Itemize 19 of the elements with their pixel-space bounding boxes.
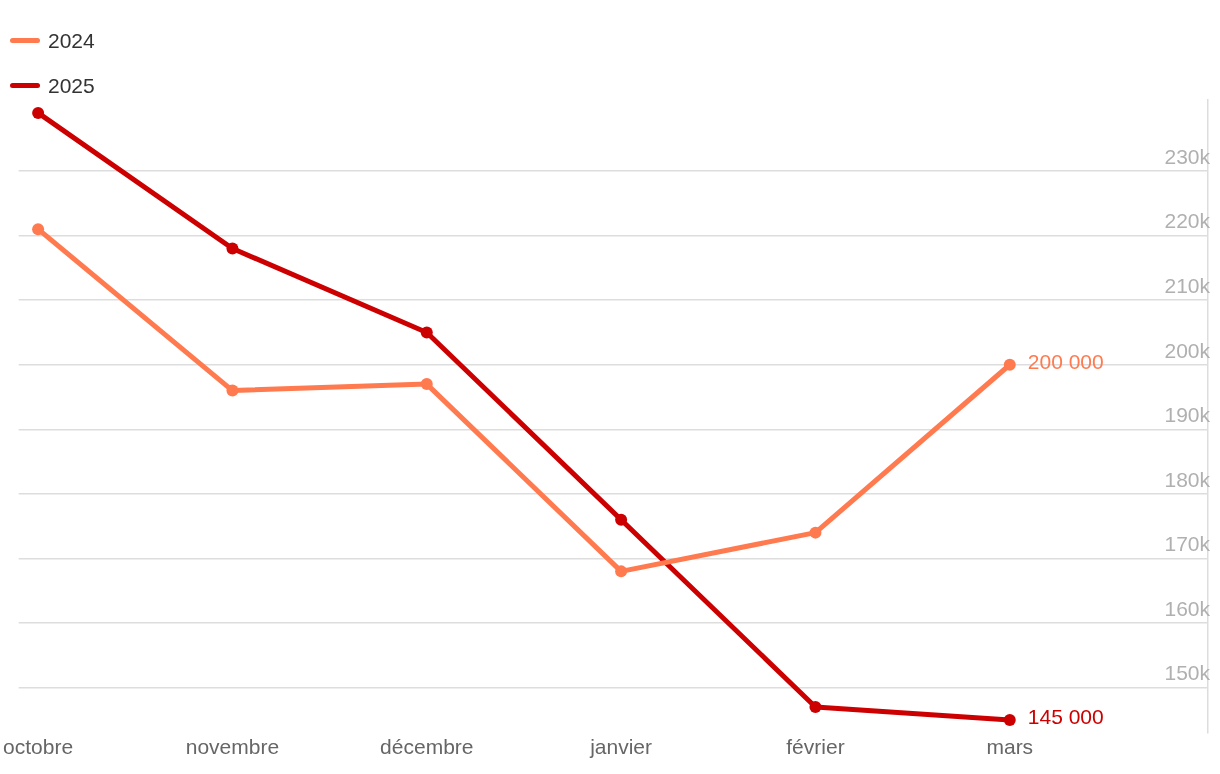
legend-label: 2025 — [48, 73, 95, 98]
x-tick-label: octobre — [3, 735, 74, 759]
x-tick-label: novembre — [185, 735, 280, 759]
x-tick-label: mars — [986, 735, 1034, 759]
x-tick-label: décembre — [380, 735, 474, 759]
x-tick-label: janvier — [589, 735, 653, 759]
y-tick-label: 200k — [1164, 338, 1211, 362]
x-tick-label: février — [786, 735, 845, 759]
data-label: 145 000 — [1027, 704, 1104, 728]
y-tick-label: 230k — [1164, 144, 1211, 168]
y-tick-label: 190k — [1164, 403, 1211, 427]
data-label: 200 000 — [1027, 349, 1104, 373]
y-tick-label: 180k — [1164, 467, 1211, 491]
y-tick-label: 220k — [1164, 209, 1211, 233]
y-tick-label: 150k — [1164, 661, 1211, 685]
y-tick-label: 170k — [1164, 532, 1211, 556]
legend-label: 2024 — [48, 28, 95, 53]
y-tick-label: 160k — [1164, 596, 1211, 620]
y-tick-label: 210k — [1164, 273, 1211, 297]
